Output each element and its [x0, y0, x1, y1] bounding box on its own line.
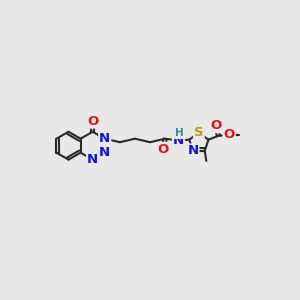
Text: N: N: [87, 153, 98, 166]
Text: O: O: [210, 119, 221, 132]
Text: N: N: [99, 132, 110, 145]
Text: O: O: [158, 143, 169, 156]
Text: O: O: [224, 128, 235, 141]
Text: H: H: [175, 128, 183, 138]
Text: N: N: [99, 146, 110, 159]
Text: N: N: [173, 134, 184, 147]
Text: N: N: [188, 144, 199, 158]
Text: S: S: [194, 126, 204, 139]
Text: O: O: [87, 115, 98, 128]
